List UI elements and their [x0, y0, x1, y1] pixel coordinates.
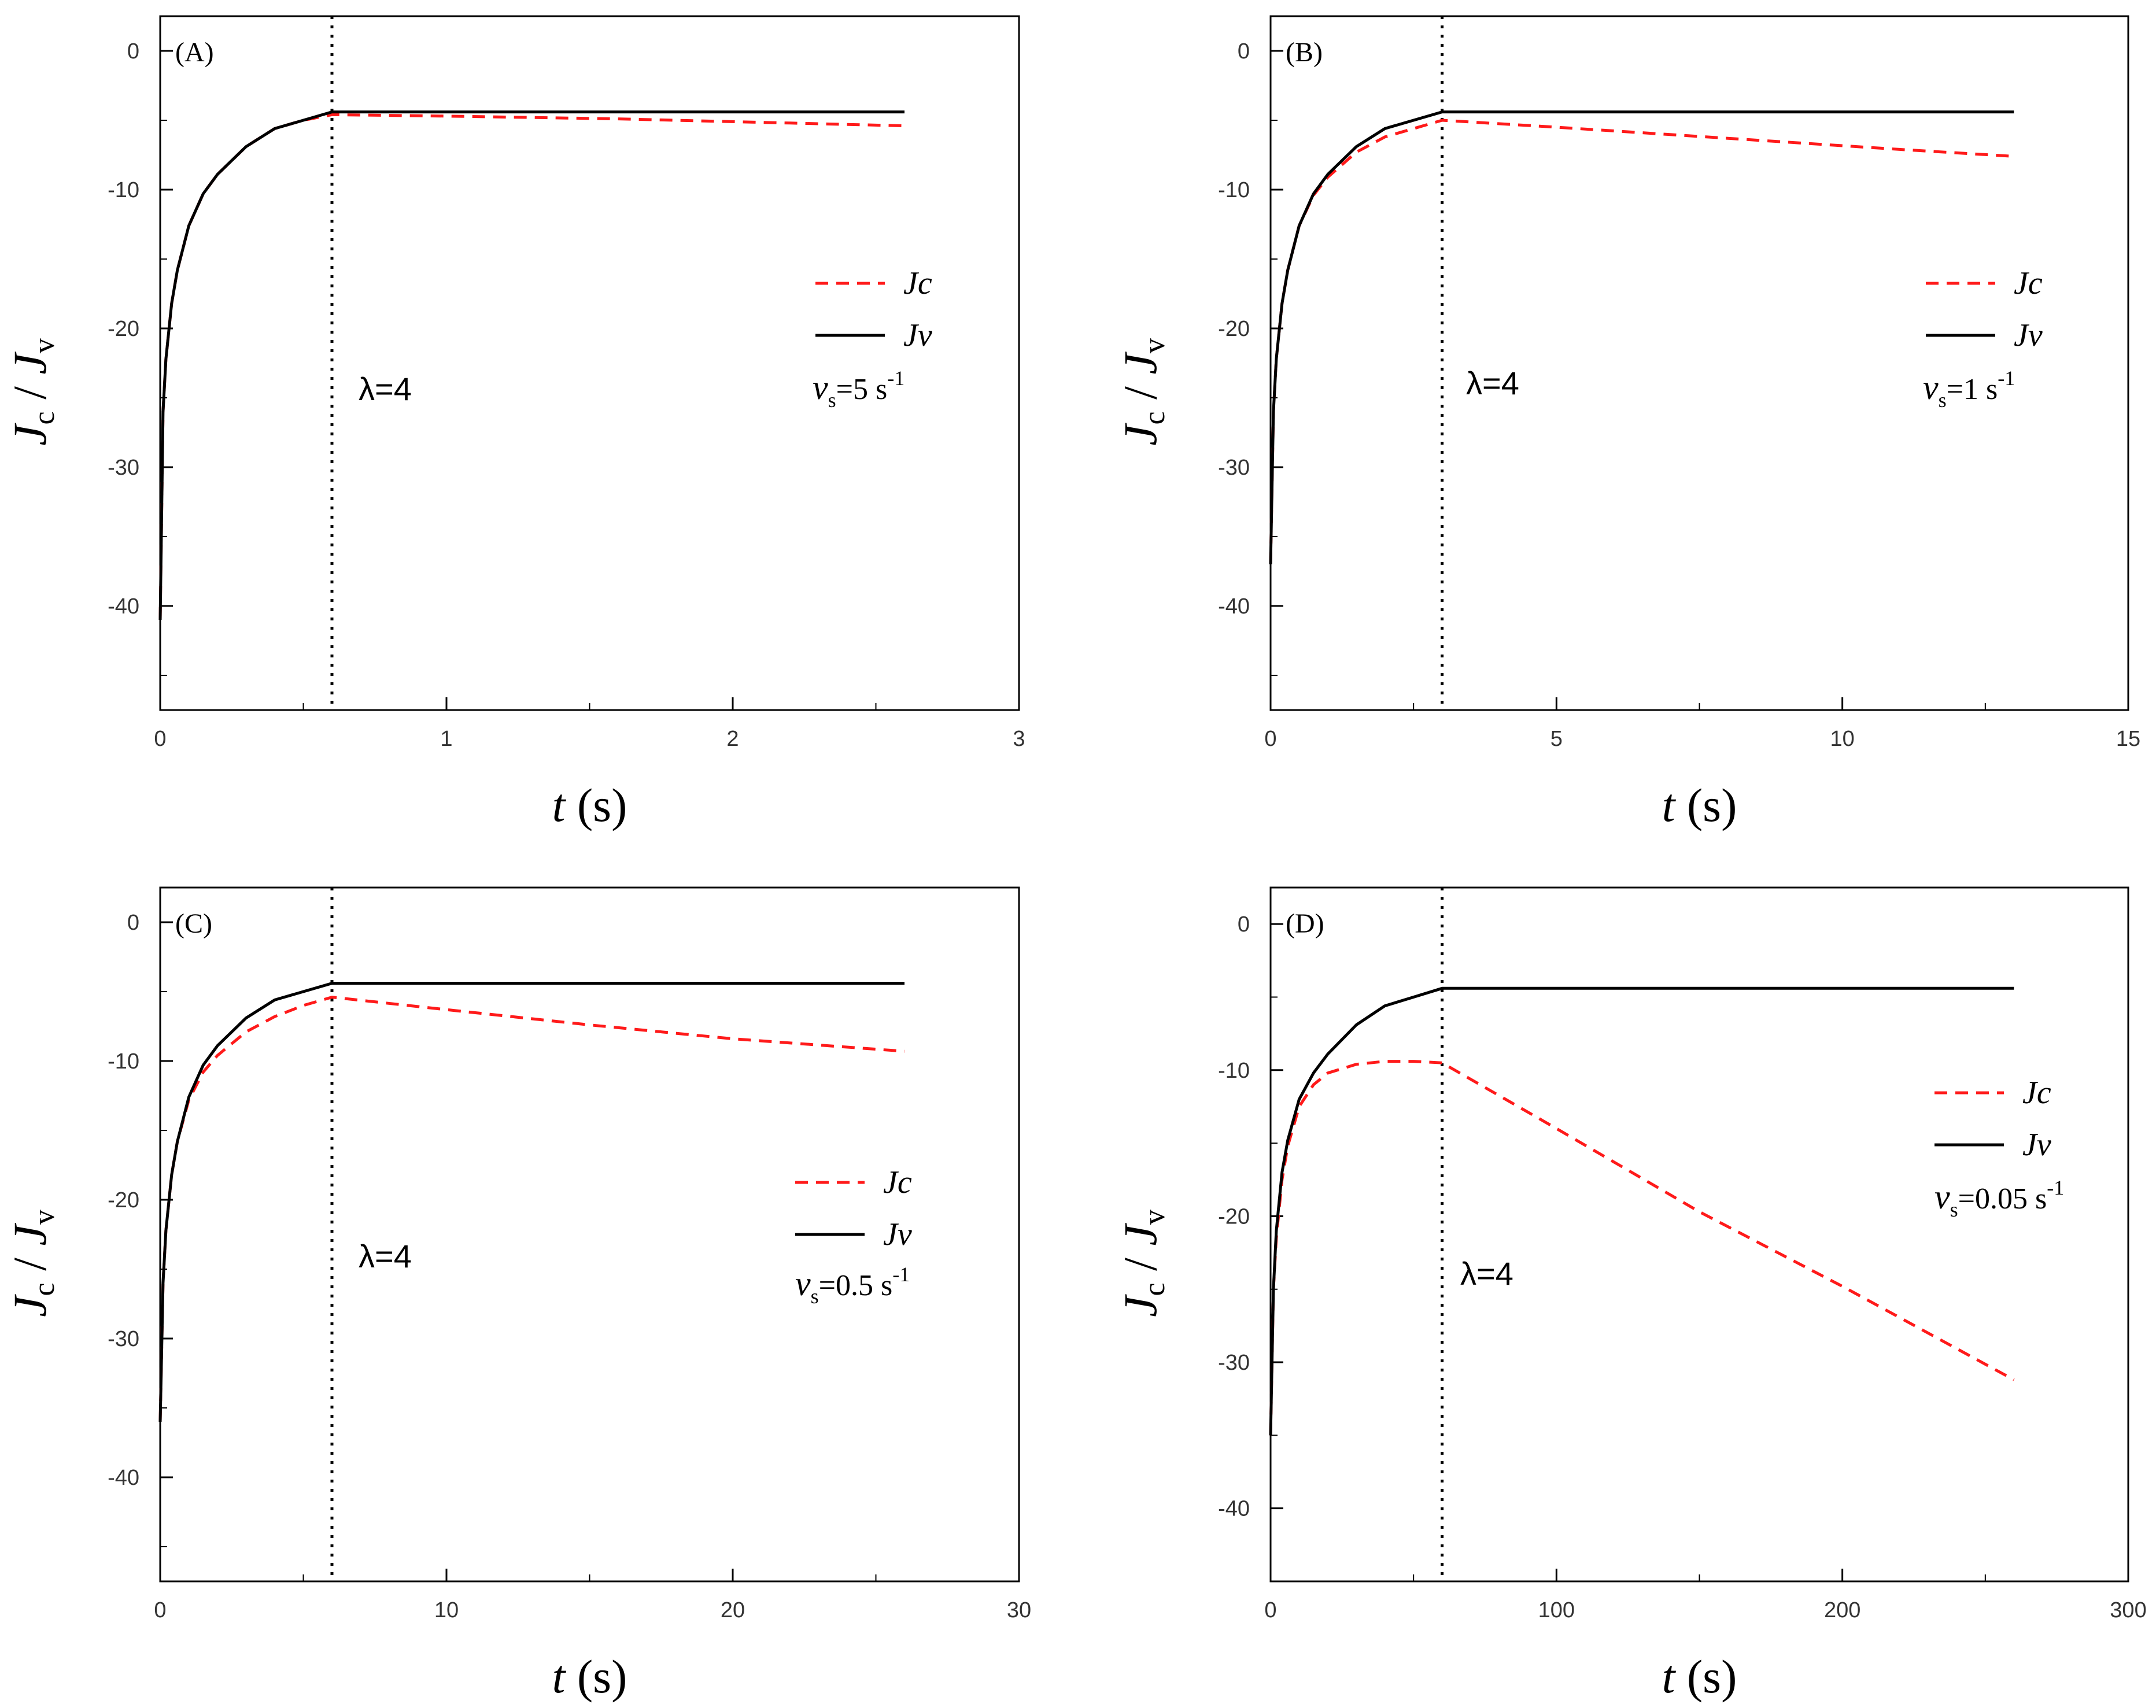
velocity-annotation: vs=5 s-1 [813, 367, 905, 412]
y-tick-label: 0 [1238, 912, 1250, 937]
series-jv-line [1269, 986, 2014, 1436]
x-tick-label: 2 [726, 727, 739, 751]
y-tick-label: -40 [1218, 594, 1250, 619]
y-tick-label: -40 [108, 1466, 139, 1490]
velocity-annotation: vs=1 s-1 [1923, 367, 2015, 412]
y-axis-title: Jc / Jv [1114, 338, 1171, 446]
legend-label-jc: Jc [883, 1164, 912, 1200]
panel-label: (A) [175, 37, 214, 68]
series-jv-line [158, 110, 905, 620]
panel-label: (D) [1286, 908, 1324, 939]
y-tick-label: -30 [108, 456, 139, 480]
y-axis-title: Jc / Jv [1114, 1210, 1171, 1317]
x-tick-label: 15 [2116, 727, 2140, 751]
x-tick-label: 1 [440, 727, 452, 751]
x-tick-label: 0 [154, 1598, 166, 1622]
legend-label-jc: Jc [2022, 1075, 2051, 1111]
panel-label: (C) [175, 908, 212, 939]
chart-panel-b: 0 5 10 15 0 -10 -20 -30 -40 (B) λ=4 Jc Jv vs=1 s-1 t (… [1114, 15, 2140, 831]
y-tick-label: -30 [1218, 456, 1250, 480]
panel-label: (B) [1286, 37, 1323, 68]
y-tick-label: 0 [127, 911, 139, 935]
y-tick-label: -10 [108, 1049, 139, 1074]
x-tick-label: 0 [1264, 727, 1276, 751]
chart-panel-c: 0 10 20 30 0 -10 -20 -30 -40 (C) λ=4 Jc Jv vs=0.5 s-1… [3, 886, 1031, 1703]
x-tick-label: 10 [434, 1598, 459, 1622]
legend-label-jv: Jv [2022, 1127, 2051, 1163]
y-tick-label: -10 [108, 178, 139, 202]
lambda-annotation: λ=4 [359, 1238, 412, 1274]
velocity-annotation: vs=0.05 s-1 [1935, 1176, 2064, 1221]
y-tick-label: -30 [108, 1327, 139, 1351]
x-tick-label: 100 [1538, 1598, 1575, 1622]
legend: Jc Jv [1935, 1075, 2051, 1163]
x-tick-label: 0 [1264, 1598, 1276, 1622]
y-tick-label: -20 [108, 317, 139, 341]
x-axis-title: t (s) [552, 1650, 627, 1703]
plot-frame [1269, 15, 2129, 711]
legend-label-jv: Jv [2014, 317, 2043, 353]
legend: Jc Jv [1926, 265, 2043, 353]
x-axis-title: t (s) [552, 779, 627, 831]
y-axis-title: Jc / Jv [3, 1210, 61, 1317]
chart-panel-d: 0 100 200 300 0 -10 -20 -30 -40 (D) λ=4 Jc Jv vs=0.05… [1114, 886, 2147, 1703]
x-tick-label: 5 [1550, 727, 1563, 751]
series-jc-line [1269, 1060, 2015, 1436]
x-tick-label: 10 [1830, 727, 1855, 751]
x-tick-label: 20 [721, 1598, 745, 1622]
legend-label-jv: Jv [903, 317, 932, 353]
lambda-annotation: λ=4 [1460, 1255, 1513, 1292]
y-tick-label: -20 [1218, 1204, 1250, 1229]
y-tick-label: -20 [108, 1188, 139, 1212]
lambda-annotation: λ=4 [1466, 365, 1519, 401]
x-tick-label: 0 [154, 727, 166, 751]
y-tick-label: 0 [1238, 39, 1250, 64]
legend-label-jc: Jc [903, 265, 932, 301]
y-tick-label: -40 [1218, 1497, 1250, 1521]
series-jc-line [158, 996, 905, 1422]
velocity-annotation: vs=0.5 s-1 [795, 1263, 910, 1308]
plot-frame [1269, 886, 2129, 1583]
legend: Jc Jv [795, 1164, 912, 1252]
x-tick-label: 200 [1824, 1598, 1860, 1622]
chart-panel-a: 0 1 2 3 0 -10 -20 -30 -40 (A) λ=4 Jc Jv vs=5 s-1 t (s)… [3, 15, 1025, 831]
legend-label-jv: Jv [883, 1217, 912, 1252]
series-jc-line [1269, 119, 2014, 565]
lambda-annotation: λ=4 [359, 371, 412, 407]
legend: Jc Jv [815, 265, 932, 353]
y-tick-label: -20 [1218, 317, 1250, 341]
plot-frame [159, 15, 1020, 711]
y-tick-label: -10 [1218, 178, 1250, 202]
series-jv-line [1269, 110, 2014, 565]
y-axis-title: Jc / Jv [3, 338, 61, 446]
x-tick-label: 300 [2110, 1598, 2146, 1622]
legend-label-jc: Jc [2014, 265, 2043, 301]
x-axis-title: t (s) [1662, 1650, 1737, 1703]
y-tick-label: -40 [108, 594, 139, 619]
series-jv-line [158, 982, 905, 1422]
y-tick-label: -30 [1218, 1351, 1250, 1375]
x-tick-label: 3 [1013, 727, 1025, 751]
x-axis-title: t (s) [1662, 779, 1737, 831]
x-tick-label: 30 [1007, 1598, 1031, 1622]
y-tick-label: -10 [1218, 1059, 1250, 1083]
y-tick-label: 0 [127, 39, 139, 64]
series-jc-line [158, 113, 905, 620]
